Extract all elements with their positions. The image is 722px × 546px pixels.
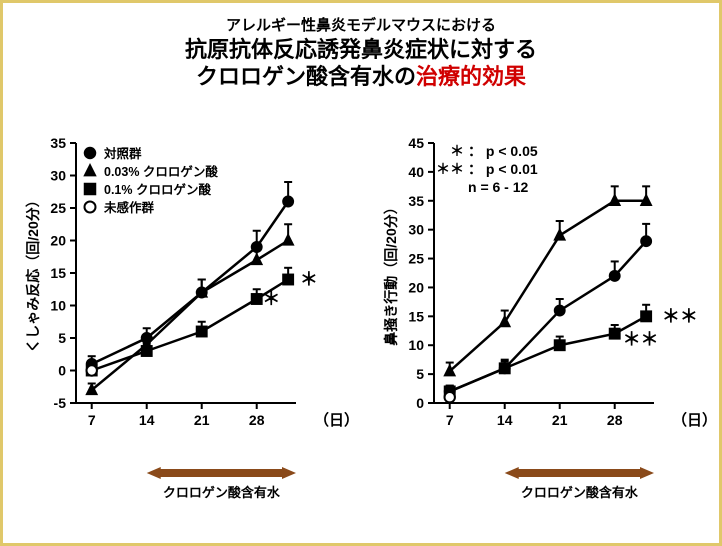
svg-text:5: 5 <box>58 330 66 346</box>
svg-text:15: 15 <box>50 265 66 281</box>
svg-text:（日）: （日） <box>314 411 359 429</box>
svg-text:35: 35 <box>50 135 66 151</box>
svg-text:0.1% クロロゲン酸: 0.1% クロロゲン酸 <box>104 182 211 197</box>
svg-text:＊: ＊ <box>300 270 318 290</box>
svg-text:未感作群: 未感作群 <box>103 200 155 215</box>
svg-text:25: 25 <box>50 200 66 216</box>
svg-text:14: 14 <box>139 412 155 428</box>
svg-text:クロロゲン酸含有水: クロロゲン酸含有水 <box>521 485 639 500</box>
svg-text:35: 35 <box>408 193 424 209</box>
svg-text:15: 15 <box>408 308 424 324</box>
title-line1: アレルギー性鼻炎モデルマウスにおける <box>3 17 719 36</box>
svg-text:10: 10 <box>408 337 424 353</box>
title-line2: 抗原抗体反応誘発鼻炎症状に対する <box>3 36 719 64</box>
svg-text:＊: ＊ <box>450 143 464 159</box>
figure-frame: アレルギー性鼻炎モデルマウスにおける 抗原抗体反応誘発鼻炎症状に対する クロロゲ… <box>0 0 722 546</box>
svg-text:＊＊: ＊＊ <box>436 161 464 177</box>
chart-left-svg: -5051015202530357142128（日）くしゃみ反応（回/20分）＊… <box>21 133 341 531</box>
svg-text:7: 7 <box>88 412 96 428</box>
svg-text:28: 28 <box>607 412 623 428</box>
title-line3: クロロゲン酸含有水の治療的効果 <box>3 63 719 91</box>
svg-text:5: 5 <box>416 366 424 382</box>
svg-text:28: 28 <box>249 412 265 428</box>
title-line3-prefix: クロロゲン酸含有水の <box>196 64 416 89</box>
svg-text:鼻掻き行動（回/20分）: 鼻掻き行動（回/20分） <box>383 200 399 345</box>
svg-text:10: 10 <box>50 298 66 314</box>
svg-text:0: 0 <box>416 395 424 411</box>
svg-text:21: 21 <box>552 412 568 428</box>
svg-text:対照群: 対照群 <box>103 146 142 161</box>
svg-text:＊: ＊ <box>262 289 280 309</box>
svg-text:＊＊: ＊＊ <box>662 306 698 326</box>
svg-text:7: 7 <box>446 412 454 428</box>
charts-area: -5 0 5 10 15 20 25 30 35 7 14 21 28 （日） くしゃみ反応（回/20分） ＊… <box>21 133 701 525</box>
svg-text:n = 6 - 12: n = 6 - 12 <box>468 179 529 195</box>
svg-text:30: 30 <box>408 222 424 238</box>
title-line3-red: 治療的効果 <box>416 64 526 89</box>
svg-text:くしゃみ反応（回/20分）: くしゃみ反応（回/20分） <box>25 193 41 352</box>
chart-right: 0510152025303540457142128（日）鼻掻き行動（回/20分）… <box>379 133 699 525</box>
svg-text:25: 25 <box>408 251 424 267</box>
svg-text:（日）: （日） <box>672 411 717 429</box>
svg-text:： p < 0.05: ： p < 0.05 <box>468 143 538 159</box>
svg-text:30: 30 <box>50 168 66 184</box>
svg-text:20: 20 <box>408 279 424 295</box>
svg-text:-5: -5 <box>54 395 67 411</box>
svg-text:14: 14 <box>497 412 513 428</box>
svg-text:： p < 0.01: ： p < 0.01 <box>468 161 538 177</box>
svg-text:20: 20 <box>50 233 66 249</box>
svg-text:40: 40 <box>408 164 424 180</box>
svg-text:0.03% クロロゲン酸: 0.03% クロロゲン酸 <box>104 164 218 179</box>
title-block: アレルギー性鼻炎モデルマウスにおける 抗原抗体反応誘発鼻炎症状に対する クロロゲ… <box>3 17 719 91</box>
svg-text:クロロゲン酸含有水: クロロゲン酸含有水 <box>163 485 281 500</box>
svg-text:21: 21 <box>194 412 210 428</box>
svg-text:＊＊: ＊＊ <box>623 329 659 349</box>
chart-right-svg: 0510152025303540457142128（日）鼻掻き行動（回/20分）… <box>379 133 699 531</box>
svg-text:45: 45 <box>408 135 424 151</box>
chart-left: -5051015202530357142128（日）くしゃみ反応（回/20分）＊… <box>21 133 341 525</box>
svg-text:0: 0 <box>58 363 66 379</box>
